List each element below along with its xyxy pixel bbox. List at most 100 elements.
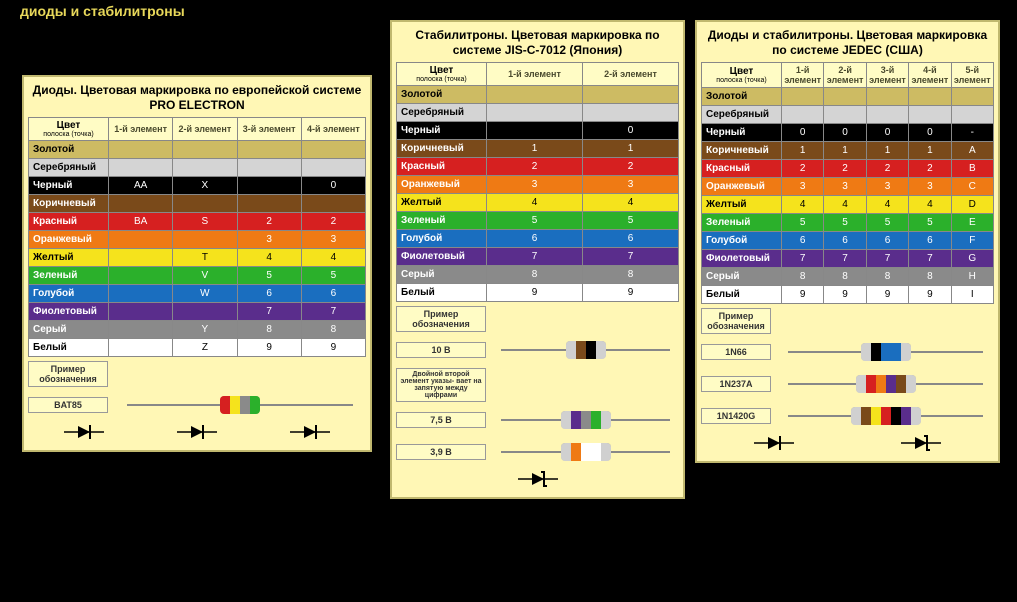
header-element-2: 2-й элемент bbox=[824, 63, 866, 88]
color-name-red: Красный bbox=[29, 213, 109, 231]
cell-silver-1 bbox=[173, 159, 237, 177]
cell-blue-0: 6 bbox=[487, 230, 583, 248]
cell-red-0: BA bbox=[109, 213, 173, 231]
header-color: Цвет bbox=[398, 65, 485, 76]
cell-blue-2: 6 bbox=[237, 285, 301, 303]
cell-blue-1: 6 bbox=[583, 230, 679, 248]
cell-brown-4: A bbox=[951, 142, 993, 160]
color-name-blue: Голубой bbox=[29, 285, 109, 303]
color-name-green: Зеленый bbox=[702, 214, 782, 232]
cell-brown-2 bbox=[237, 195, 301, 213]
cell-gray-3: 8 bbox=[909, 268, 951, 286]
cell-green-0: 5 bbox=[782, 214, 824, 232]
cell-gray-0 bbox=[109, 321, 173, 339]
cell-black-2: 0 bbox=[866, 124, 908, 142]
cell-violet-1 bbox=[173, 303, 237, 321]
cell-blue-0 bbox=[109, 285, 173, 303]
header-color: Цвет bbox=[703, 66, 780, 77]
panel-title: Стабилитроны. Цветовая маркировка по сис… bbox=[396, 28, 679, 58]
cell-white-0: 9 bbox=[782, 286, 824, 304]
cell-black-0: AA bbox=[109, 177, 173, 195]
cell-yellow-3: 4 bbox=[301, 249, 365, 267]
cell-silver-0 bbox=[782, 106, 824, 124]
cell-brown-3: 1 bbox=[909, 142, 951, 160]
cell-green-0 bbox=[109, 267, 173, 285]
color-name-white: Белый bbox=[29, 339, 109, 357]
cell-orange-2: 3 bbox=[866, 178, 908, 196]
color-name-silver: Серебряный bbox=[702, 106, 782, 124]
cell-green-4: E bbox=[951, 214, 993, 232]
cell-white-0: 9 bbox=[487, 284, 583, 302]
cell-red-0: 2 bbox=[782, 160, 824, 178]
cell-violet-1: 7 bbox=[824, 250, 866, 268]
cell-white-2: 9 bbox=[866, 286, 908, 304]
cell-orange-3: 3 bbox=[909, 178, 951, 196]
cell-silver-4 bbox=[951, 106, 993, 124]
component-diagram bbox=[492, 336, 679, 364]
cell-green-2: 5 bbox=[237, 267, 301, 285]
cell-brown-1 bbox=[173, 195, 237, 213]
panel-title: Диоды. Цветовая маркировка по европейско… bbox=[28, 83, 366, 113]
example-header: Пример обозначения bbox=[701, 308, 771, 334]
cell-gray-4: H bbox=[951, 268, 993, 286]
cell-violet-3: 7 bbox=[301, 303, 365, 321]
cell-yellow-2: 4 bbox=[866, 196, 908, 214]
cell-violet-2: 7 bbox=[866, 250, 908, 268]
cell-orange-1: 3 bbox=[583, 176, 679, 194]
color-name-orange: Оранжевый bbox=[29, 231, 109, 249]
cell-orange-3: 3 bbox=[301, 231, 365, 249]
cell-violet-0 bbox=[109, 303, 173, 321]
header-element-3: 3-й элемент bbox=[237, 118, 301, 141]
cell-green-1: V bbox=[173, 267, 237, 285]
panel-jis: Стабилитроны. Цветовая маркировка по сис… bbox=[390, 20, 685, 499]
header-element-1: 1-й элемент bbox=[782, 63, 824, 88]
color-name-gold: Золотой bbox=[29, 141, 109, 159]
component-diagram bbox=[777, 338, 994, 366]
example-header: Пример обозначения bbox=[396, 306, 486, 332]
example-label-1: 1N237A bbox=[701, 376, 771, 392]
color-name-green: Зеленый bbox=[29, 267, 109, 285]
cell-black-1: X bbox=[173, 177, 237, 195]
color-code-table: Цветполоска (точка)1-й элемент2-й элемен… bbox=[28, 117, 366, 357]
panel-title: Диоды и стабилитроны. Цветовая маркировк… bbox=[701, 28, 994, 58]
cell-silver-1 bbox=[583, 104, 679, 122]
panel-proelectron: Диоды. Цветовая маркировка по европейско… bbox=[22, 75, 372, 452]
cell-blue-3: 6 bbox=[909, 232, 951, 250]
cell-violet-2: 7 bbox=[237, 303, 301, 321]
cell-gray-0: 8 bbox=[782, 268, 824, 286]
color-name-violet: Фиолетовый bbox=[29, 303, 109, 321]
color-name-gray: Серый bbox=[702, 268, 782, 286]
color-name-black: Черный bbox=[397, 122, 487, 140]
color-name-brown: Коричневый bbox=[397, 140, 487, 158]
color-name-blue: Голубой bbox=[397, 230, 487, 248]
cell-orange-0 bbox=[109, 231, 173, 249]
cell-green-3: 5 bbox=[301, 267, 365, 285]
cell-brown-1: 1 bbox=[824, 142, 866, 160]
color-name-orange: Оранжевый bbox=[397, 176, 487, 194]
diode-symbol bbox=[754, 434, 794, 457]
color-name-green: Зеленый bbox=[397, 212, 487, 230]
color-code-table: Цветполоска (точка)1-й элемент2-й элемен… bbox=[701, 62, 994, 304]
header-element-2: 2-й элемент bbox=[173, 118, 237, 141]
cell-yellow-1: T bbox=[173, 249, 237, 267]
cell-white-1: Z bbox=[173, 339, 237, 357]
header-color-sub: полоска (точка) bbox=[30, 131, 107, 138]
cell-gray-1: 8 bbox=[583, 266, 679, 284]
cell-orange-4: C bbox=[951, 178, 993, 196]
color-name-yellow: Желтый bbox=[29, 249, 109, 267]
cell-gold-4 bbox=[951, 88, 993, 106]
cell-violet-0: 7 bbox=[487, 248, 583, 266]
cell-green-1: 5 bbox=[824, 214, 866, 232]
color-name-gray: Серый bbox=[397, 266, 487, 284]
cell-silver-3 bbox=[301, 159, 365, 177]
color-name-silver: Серебряный bbox=[29, 159, 109, 177]
header-color-sub: полоска (точка) bbox=[703, 77, 780, 84]
diode-symbol bbox=[290, 423, 330, 446]
cell-orange-0: 3 bbox=[487, 176, 583, 194]
cell-yellow-0: 4 bbox=[782, 196, 824, 214]
cell-red-3: 2 bbox=[909, 160, 951, 178]
cell-gold-1 bbox=[173, 141, 237, 159]
cell-brown-3 bbox=[301, 195, 365, 213]
cell-silver-2 bbox=[866, 106, 908, 124]
cell-gray-0: 8 bbox=[487, 266, 583, 284]
